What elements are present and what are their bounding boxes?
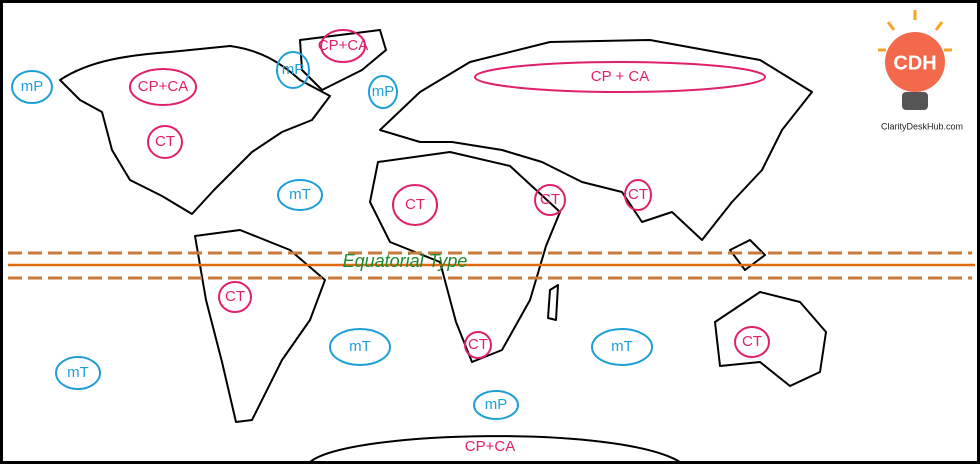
air-mass-label: CT <box>468 336 488 353</box>
air-mass-ring <box>55 356 101 390</box>
air-mass-ring <box>624 179 652 211</box>
air-mass-ring <box>329 328 391 366</box>
air-mass-label: CT <box>225 288 245 305</box>
air-mass-label: CT <box>628 186 648 203</box>
logo: CDH ClarityDeskHub.com <box>878 10 963 131</box>
air-mass-ring <box>464 331 492 359</box>
air-mass-ring <box>276 51 310 89</box>
air-mass-ring <box>734 326 770 358</box>
air-mass-label: CP+CA <box>465 438 515 455</box>
air-mass-label: CT <box>540 191 560 208</box>
air-mass-label: CP + CA <box>591 68 650 85</box>
air-mass-ring <box>218 281 252 313</box>
madagascar <box>547 284 559 321</box>
air-mass-label: mP <box>485 396 508 413</box>
air-mass-ring <box>11 70 53 104</box>
logo-rays <box>878 10 952 52</box>
air-mass-label: mT <box>289 186 311 203</box>
air-mass-label: mT <box>611 338 633 355</box>
air-mass-ring <box>129 68 197 106</box>
logo-title: CDH <box>893 52 936 74</box>
air-mass-ring <box>147 125 183 159</box>
australia <box>714 291 827 387</box>
air-mass-ring <box>474 61 766 93</box>
air-mass-ring <box>277 179 323 211</box>
air-mass-ring <box>473 390 519 420</box>
air-mass-label: mP <box>372 83 395 100</box>
north-america <box>59 45 331 215</box>
air-mass-label: CT <box>742 333 762 350</box>
equator-band <box>8 251 975 280</box>
air-mass-ring <box>368 75 398 109</box>
air-mass-label: mT <box>349 338 371 355</box>
air-mass-ring <box>320 29 366 63</box>
logo-bulb <box>885 32 945 92</box>
air-mass-label: CP+CA <box>138 78 188 95</box>
air-mass-label: CP+CA <box>318 37 368 54</box>
logo-base <box>902 92 928 110</box>
air-mass-label: CT <box>155 133 175 150</box>
air-mass-label: mT <box>67 364 89 381</box>
africa <box>369 151 561 363</box>
air-mass-labels: mP CP+CA CT mP CP+CA mP CP + CA mT CT CT CT CT mT mT C… <box>11 29 770 455</box>
air-mass-label: mP <box>282 61 305 78</box>
air-mass-ring <box>534 184 566 216</box>
air-mass-label: mP <box>21 78 44 95</box>
indonesia <box>729 239 766 271</box>
air-mass-label: CT <box>405 196 425 213</box>
logo-url: ClarityDeskHub.com <box>881 121 963 131</box>
air-mass-ring <box>392 184 438 226</box>
equator-label: Equatorial Type <box>343 251 468 271</box>
air-mass-ring <box>591 328 653 366</box>
antarctica <box>309 435 681 463</box>
